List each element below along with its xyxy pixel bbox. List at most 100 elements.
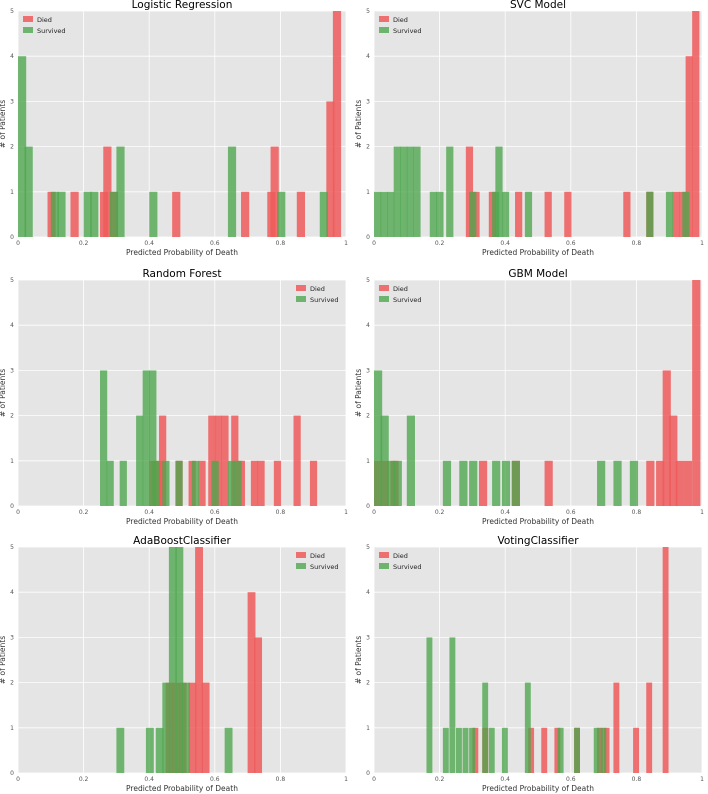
x-tick-label: 0.6	[210, 240, 220, 247]
survived-bar	[482, 682, 489, 773]
y-axis-label: # of Patients	[354, 636, 363, 684]
y-tick-label: 0	[10, 503, 14, 510]
x-axis-label: Predicted Probability of Death	[482, 517, 594, 526]
y-tick-label: 0	[10, 770, 14, 777]
y-tick-label: 1	[366, 458, 370, 465]
chart-title: VotingClassifier	[497, 535, 579, 547]
survived-bar	[380, 191, 388, 237]
y-tick-label: 2	[366, 680, 370, 687]
survived-bar	[24, 146, 33, 237]
y-tick-label: 4	[10, 53, 14, 60]
survived-bar	[319, 191, 328, 237]
legend-label-survived: Survived	[393, 296, 422, 304]
died-bar	[613, 682, 620, 773]
survived-bar	[413, 146, 421, 237]
died-bar	[662, 370, 671, 506]
died-bar	[70, 191, 79, 237]
died-bar	[685, 56, 693, 238]
survived-bar	[469, 460, 478, 506]
survived-bar	[374, 191, 382, 237]
y-tick-label: 4	[10, 589, 14, 596]
survived-bar	[593, 727, 600, 773]
survived-bar	[387, 191, 395, 237]
survived-bar	[646, 191, 654, 237]
legend: Died Survived	[379, 16, 422, 35]
x-tick-label: 0.6	[566, 509, 576, 516]
legend: Died Survived	[296, 285, 339, 304]
x-tick-label: 1	[700, 509, 704, 516]
x-tick-label: 0.8	[632, 776, 642, 783]
y-tick-label: 3	[10, 367, 14, 374]
legend-swatch-died	[296, 285, 306, 291]
survived-bar	[100, 370, 108, 506]
x-tick-label: 0.4	[500, 776, 510, 783]
legend-label-survived: Survived	[393, 563, 422, 571]
survived-bar	[106, 460, 114, 506]
legend-swatch-survived	[23, 27, 33, 33]
y-tick-label: 1	[366, 725, 370, 732]
y-tick-label: 0	[10, 234, 14, 241]
y-tick-label: 1	[366, 189, 370, 196]
y-tick-label: 3	[10, 634, 14, 641]
legend-swatch-survived	[296, 563, 306, 569]
survived-bar	[277, 191, 286, 237]
died-bar	[515, 191, 523, 237]
x-tick-label: 0.6	[210, 776, 220, 783]
legend-swatch-died	[379, 552, 389, 558]
x-axis-label: Predicted Probability of Death	[126, 517, 238, 526]
died-bar	[172, 191, 181, 237]
x-tick-label: 0.8	[276, 509, 286, 516]
survived-bar	[393, 460, 402, 506]
survived-bar	[469, 191, 477, 237]
chart-title: Random Forest	[142, 268, 221, 280]
survived-bar	[145, 727, 154, 773]
died-bar	[103, 146, 112, 237]
y-tick-label: 4	[10, 322, 14, 329]
x-tick-label: 0.2	[79, 240, 89, 247]
survived-bar	[380, 415, 389, 506]
survived-bar	[227, 146, 237, 237]
plot-background	[374, 547, 702, 773]
legend-swatch-survived	[296, 296, 306, 302]
legend-swatch-survived	[379, 296, 389, 302]
died-bar	[669, 415, 678, 506]
x-tick-label: 0.2	[79, 509, 89, 516]
died-bar	[623, 191, 631, 237]
died-bar	[332, 11, 342, 237]
y-tick-label: 0	[366, 770, 370, 777]
x-tick-label: 0.2	[435, 509, 445, 516]
survived-bar	[442, 460, 452, 506]
chart-title: Logistic Regression	[132, 0, 233, 11]
survived-bar	[227, 460, 236, 506]
survived-bar	[50, 191, 59, 237]
died-bar	[683, 460, 693, 506]
died-bar	[198, 460, 206, 506]
died-bar	[541, 727, 548, 773]
chart-panel-4: 0 0.2 0.4 0.6 0.8 1 0 1 2 3 4 5 GBM Model Predicted P…	[354, 268, 704, 526]
died-bar	[692, 280, 701, 506]
legend-swatch-died	[379, 285, 389, 291]
y-axis-label: # of Patients	[354, 369, 363, 417]
survived-bar	[436, 191, 444, 237]
survived-bar	[374, 370, 383, 506]
y-tick-label: 3	[366, 634, 370, 641]
legend-swatch-died	[23, 16, 33, 22]
x-tick-label: 0.8	[632, 509, 642, 516]
survived-bar	[109, 191, 119, 237]
died-bar	[564, 191, 572, 237]
x-tick-label: 1	[344, 776, 348, 783]
survived-bar	[501, 191, 510, 237]
x-tick-label: 0.4	[500, 509, 510, 516]
survived-bar	[682, 191, 690, 237]
survived-bar	[469, 727, 476, 773]
survived-bar	[191, 460, 200, 506]
x-tick-label: 0	[372, 240, 376, 247]
legend: Died Survived	[379, 285, 422, 304]
died-bar	[472, 727, 479, 773]
survived-bar	[459, 460, 468, 506]
survived-bar	[83, 191, 92, 237]
died-bar	[254, 637, 263, 773]
x-tick-label: 0.2	[435, 240, 445, 247]
survived-bar	[446, 146, 454, 237]
y-tick-label: 4	[366, 53, 370, 60]
